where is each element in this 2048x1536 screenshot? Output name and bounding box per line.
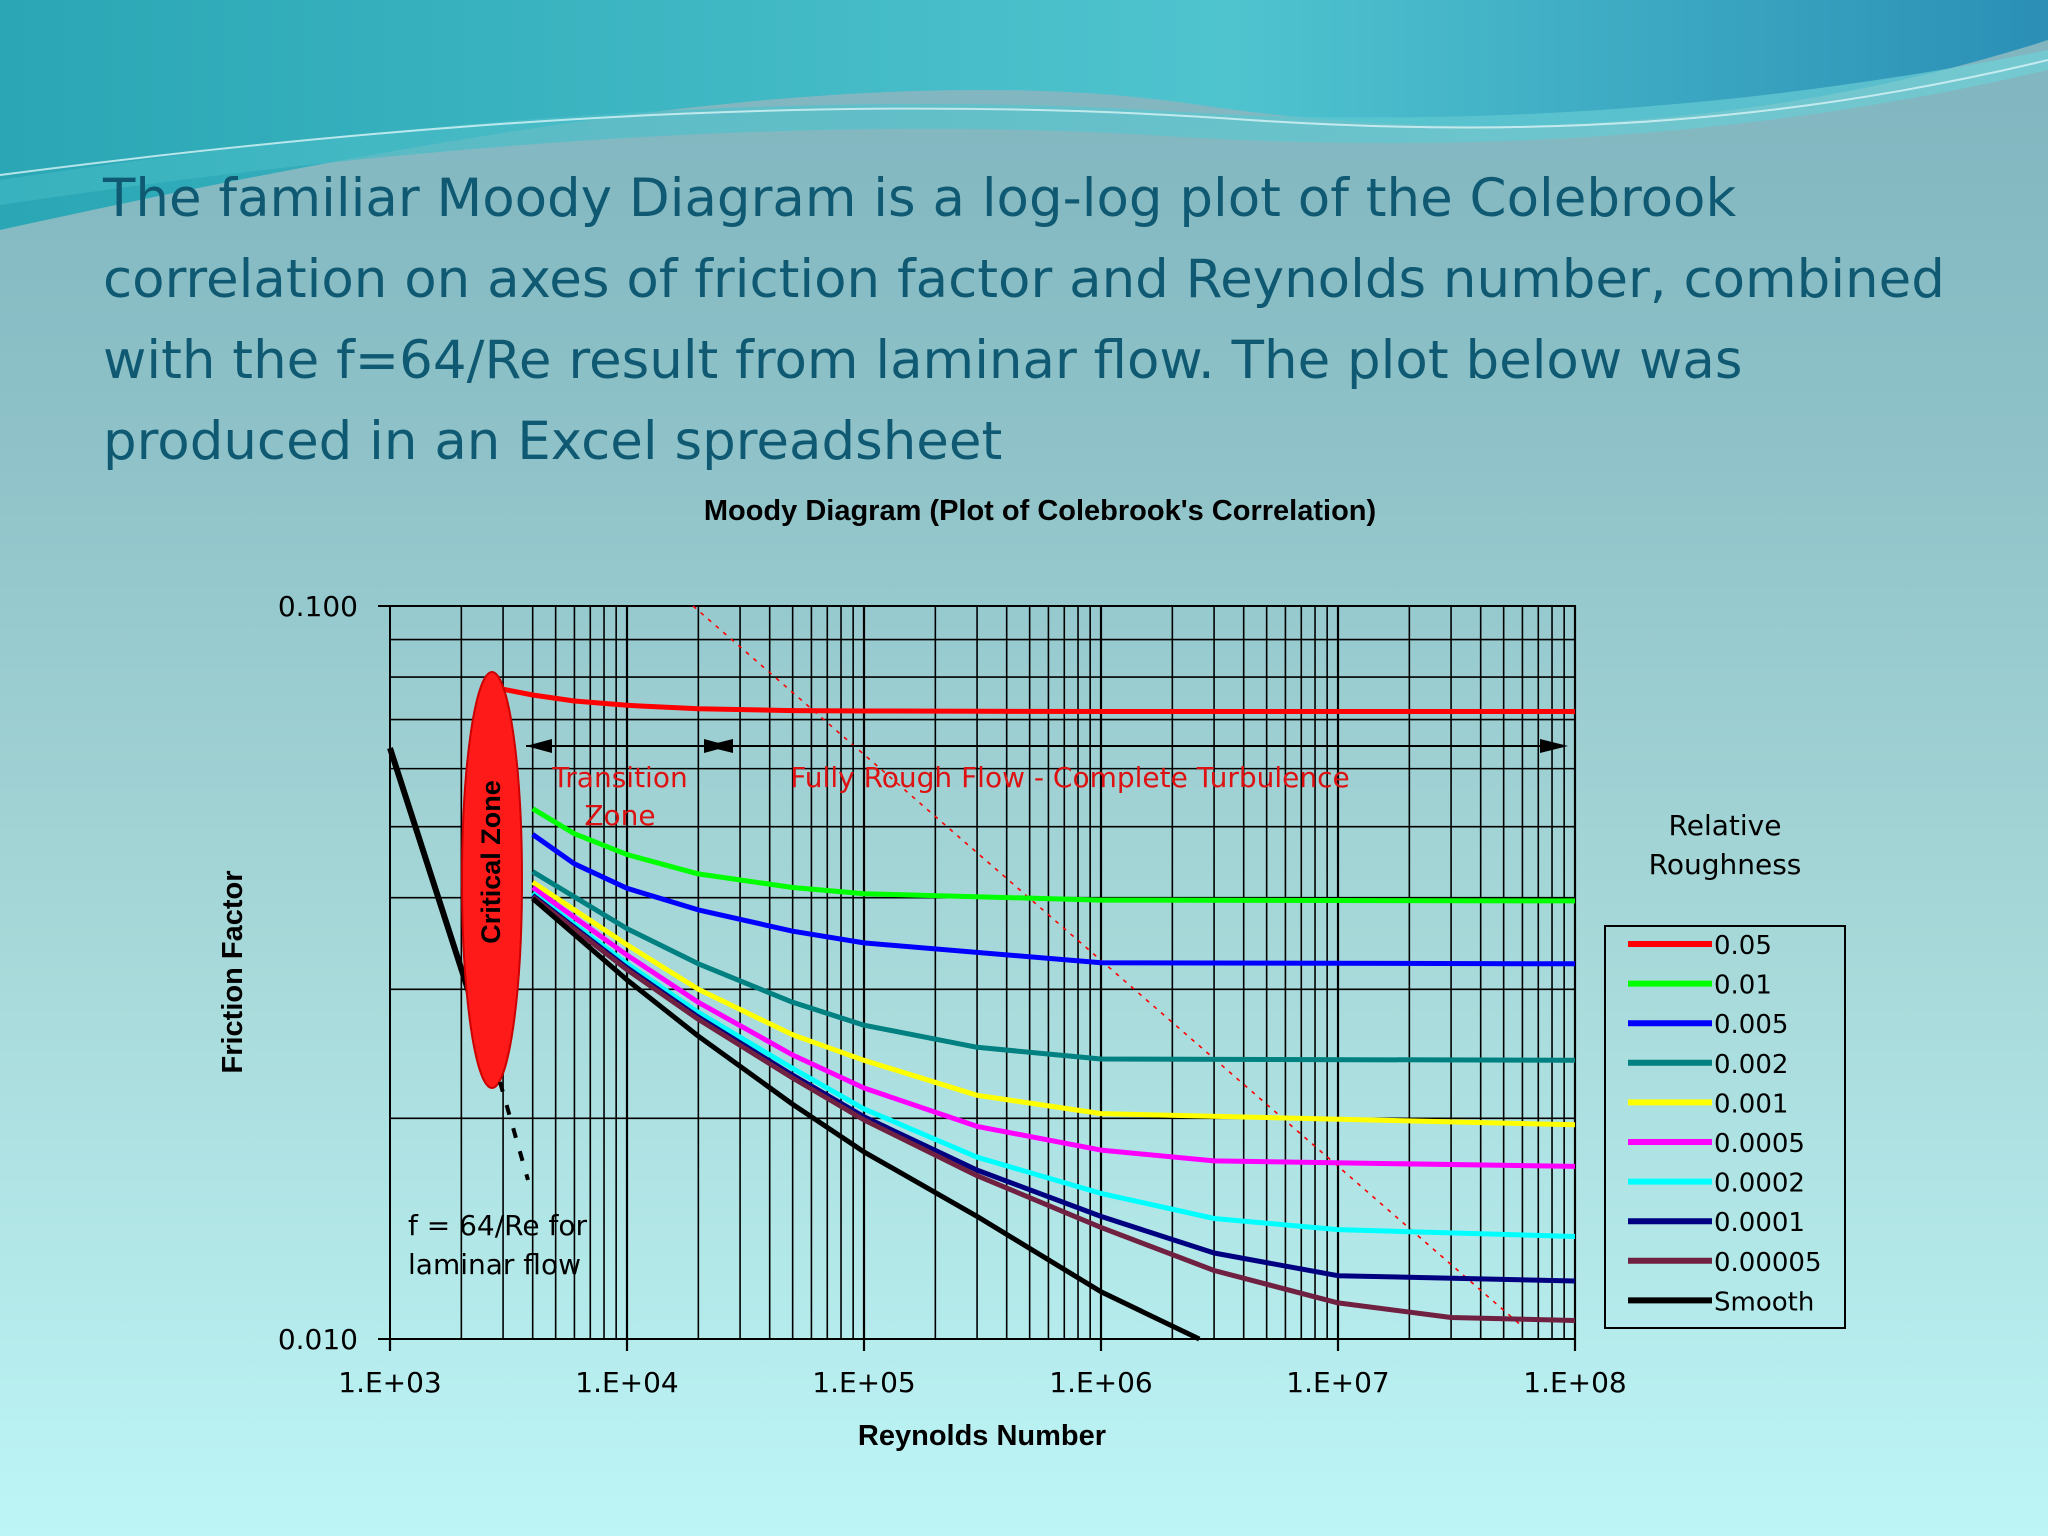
- slide-body-text: The familiar Moody Diagram is a log-log …: [103, 168, 1945, 472]
- legend-label: 0.05: [1714, 931, 1772, 961]
- y-tick-label: 0.100: [278, 590, 358, 623]
- transition-arrow-left-head: [526, 739, 552, 753]
- header-wave-line: [0, 59, 2048, 176]
- series-line-0.01: [531, 806, 1576, 904]
- critical-zone-ellipse: [461, 671, 523, 1089]
- legend-box: [1604, 925, 1846, 1329]
- fully-rough-boundary: [692, 605, 1523, 1328]
- series-line-0.001: [531, 880, 1576, 1128]
- series-line-Smooth: [531, 896, 1201, 1342]
- legend-label: 0.00005: [1714, 1248, 1822, 1278]
- legend-label: 0.001: [1714, 1089, 1788, 1119]
- y-axis-title: Friction Factor: [217, 870, 249, 1073]
- series-lines: [387, 684, 1576, 1342]
- fully-rough-arrow-right-head: [1540, 739, 1568, 753]
- x-tick-label: 1.E+04: [575, 1366, 679, 1399]
- fully-rough-annotation: Fully Rough Flow - Complete Turbulence: [705, 739, 1568, 794]
- laminar-note-line1: f = 64/Re for: [408, 1209, 587, 1242]
- series-line-0.00005: [531, 894, 1576, 1323]
- legend-label: 0.0005: [1714, 1129, 1805, 1159]
- series-line-0.002: [531, 869, 1576, 1063]
- fully-rough-label: Fully Rough Flow - Complete Turbulence: [790, 761, 1350, 794]
- series-line-0.0001: [531, 893, 1576, 1284]
- series-line-0.0005: [531, 885, 1576, 1169]
- legend-title-line2: Roughness: [1649, 848, 1802, 881]
- legend-items: 0.05 0.01 0.005 0.002 0.001 0.0005 0.0002 0.000…: [1628, 931, 1822, 1317]
- series-line-0.005: [531, 832, 1576, 967]
- transition-zone-annotation: Transition Zone: [526, 739, 730, 832]
- fully-rough-arrow-left-head: [705, 739, 733, 753]
- x-tick-label: 1.E+06: [1049, 1366, 1153, 1399]
- critical-zone: Critical Zone: [461, 671, 523, 1089]
- y-tick-label: 0.010: [278, 1323, 358, 1356]
- series-line-0.05: [491, 684, 1575, 714]
- x-tick-label: 1.E+07: [1286, 1366, 1390, 1399]
- legend-label: 0.0001: [1714, 1208, 1805, 1238]
- legend-label: 0.002: [1714, 1050, 1788, 1080]
- laminar-note-leader: [498, 1081, 530, 1181]
- x-tick-labels: 1.E+03 1.E+04 1.E+05 1.E+06 1.E+07 1.E+08: [338, 1366, 1627, 1399]
- y-tick-labels: 0.100 0.010: [278, 590, 358, 1356]
- critical-zone-label: Critical Zone: [476, 780, 506, 944]
- legend-label: Smooth: [1714, 1287, 1814, 1317]
- x-tick-label: 1.E+03: [338, 1366, 442, 1399]
- legend-label: 0.01: [1714, 971, 1772, 1001]
- laminar-note: f = 64/Re for laminar flow: [408, 1081, 587, 1281]
- transition-zone-label-line1: Transition: [551, 761, 687, 794]
- legend-label: 0.005: [1714, 1010, 1788, 1040]
- series-line-0.0002: [531, 891, 1576, 1239]
- legend-label: 0.0002: [1714, 1169, 1805, 1199]
- x-tick-label: 1.E+05: [812, 1366, 916, 1399]
- laminar-note-line2: laminar flow: [408, 1248, 581, 1281]
- legend-title-line1: Relative: [1669, 809, 1782, 842]
- laminar-line: [387, 747, 479, 1015]
- header-wave: [0, 0, 2048, 230]
- x-axis-title: Reynolds Number: [858, 1420, 1106, 1452]
- legend: Relative Roughness 0.050.010.0050.0020.0…: [1604, 809, 1846, 1329]
- fully-rough-boundary-line: [692, 605, 1523, 1328]
- x-tick-label: 1.E+08: [1523, 1366, 1627, 1399]
- transition-zone-label-line2: Zone: [584, 799, 655, 832]
- chart-title: Moody Diagram (Plot of Colebrook's Corre…: [704, 495, 1376, 527]
- header-wave-highlight: [0, 50, 2048, 205]
